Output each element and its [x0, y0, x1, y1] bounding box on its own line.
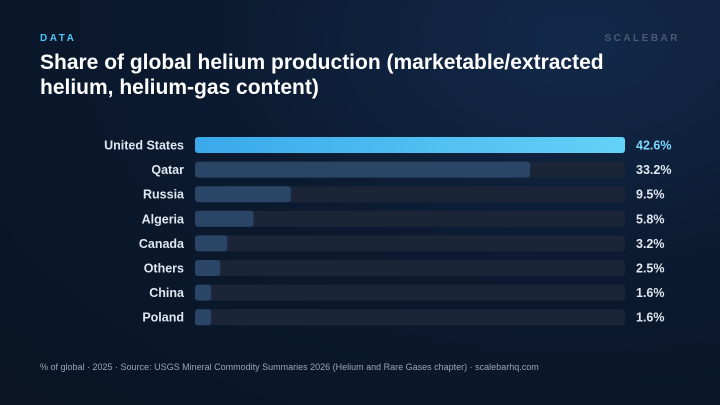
bar-row-algeria: Algeria 5.8%	[142, 210, 665, 227]
bar-track	[195, 186, 625, 203]
chart-title: Share of global helium production (marke…	[40, 51, 604, 99]
value-label: 5.8%	[636, 212, 665, 226]
category-label: Others	[144, 262, 184, 276]
bar	[195, 309, 212, 326]
value-label: 1.6%	[636, 286, 665, 300]
category-label: Russia	[143, 188, 185, 202]
bar	[195, 137, 625, 153]
bar	[195, 235, 228, 252]
section-kicker: DATA	[40, 33, 77, 44]
bar-row-poland: Poland 1.6%	[142, 309, 665, 326]
bar	[195, 186, 291, 203]
value-label: 9.5%	[636, 188, 665, 202]
bar-track	[195, 309, 625, 326]
source-footnote: % of global · 2025 · Source: USGS Minera…	[40, 362, 539, 372]
value-label: 42.6%	[636, 139, 671, 153]
bar-track	[195, 235, 625, 252]
bar-row-canada: Canada 3.2%	[139, 235, 665, 252]
bar-track	[195, 210, 625, 227]
category-label: Qatar	[151, 163, 184, 177]
category-label: Poland	[142, 311, 184, 325]
bar-row-russia: Russia 9.5%	[143, 186, 665, 203]
value-label: 2.5%	[636, 262, 665, 276]
bar-row-others: Others 2.5%	[144, 260, 665, 276]
bar	[195, 161, 531, 178]
value-label: 33.2%	[636, 163, 671, 177]
value-label: 3.2%	[636, 237, 665, 251]
bar-track	[195, 260, 625, 276]
category-label: Algeria	[142, 212, 185, 226]
bar	[195, 260, 221, 276]
bar-row-united-states: United States 42.6%	[104, 137, 671, 153]
value-label: 1.6%	[636, 311, 665, 325]
bar	[195, 284, 212, 301]
bar-row-china: China 1.6%	[149, 284, 665, 301]
brand-logo-text: SCALEBAR	[604, 33, 680, 44]
category-label: United States	[104, 139, 184, 153]
bar-row-qatar: Qatar 33.2%	[151, 161, 671, 178]
category-label: Canada	[139, 237, 185, 251]
bar-track	[195, 284, 625, 301]
bar	[195, 210, 254, 227]
category-label: China	[149, 286, 185, 300]
